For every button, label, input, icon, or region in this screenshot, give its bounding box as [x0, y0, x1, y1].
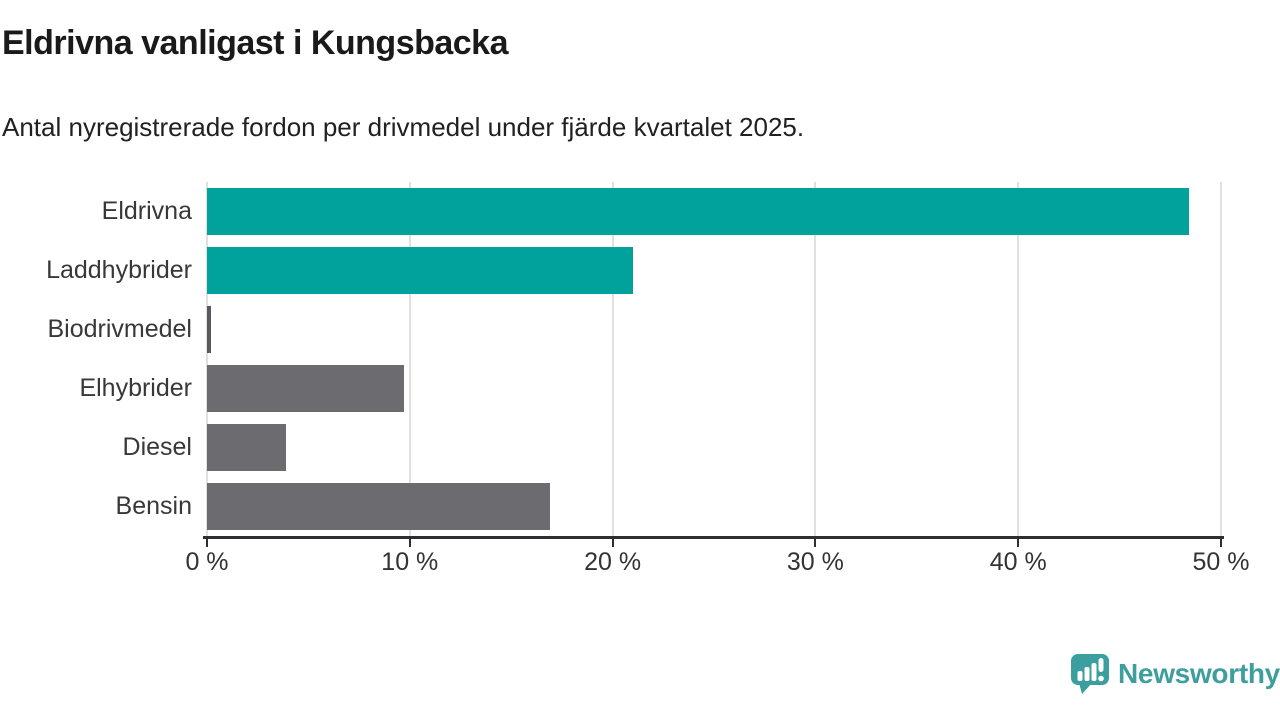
- x-axis-tick-label: 40 %: [989, 548, 1047, 576]
- chart-title: Eldrivna vanligast i Kungsbacka: [2, 24, 509, 62]
- x-axis-tick-label: 20 %: [584, 548, 642, 576]
- bar-elhybrider: [207, 365, 404, 412]
- gridline: [611, 182, 614, 536]
- x-axis-line: [203, 536, 1224, 539]
- category-label-diesel: Diesel: [122, 433, 192, 461]
- newsworthy-logo-icon: [1071, 654, 1109, 694]
- brand-footer: Newsworthy: [1070, 654, 1280, 694]
- gridline: [1017, 182, 1020, 536]
- x-axis-tick: [814, 539, 817, 547]
- x-axis-tick: [1017, 539, 1020, 547]
- plot-area: [206, 182, 1222, 536]
- category-label-elhybrider: Elhybrider: [79, 374, 192, 402]
- x-axis-tick-label: 0 %: [185, 548, 229, 576]
- brand-name: Newsworthy: [1118, 658, 1280, 689]
- x-axis-tick-label: 30 %: [786, 548, 844, 576]
- gridline: [206, 182, 208, 536]
- bar-biodrivmedel: [207, 306, 212, 353]
- category-label-eldrivna: Eldrivna: [101, 197, 192, 225]
- x-axis-tick: [206, 539, 208, 547]
- bar-eldrivna: [207, 188, 1189, 235]
- gridline: [1220, 182, 1222, 536]
- gridline: [408, 182, 411, 536]
- x-axis-tick-label: 50 %: [1192, 548, 1250, 576]
- x-axis-tick: [1220, 539, 1222, 547]
- category-label-biodrivmedel: Biodrivmedel: [47, 315, 192, 343]
- bar-bensin: [207, 483, 550, 530]
- x-axis-tick: [611, 539, 614, 547]
- category-label-laddhybrider: Laddhybrider: [46, 256, 192, 284]
- gridline: [814, 182, 817, 536]
- x-axis-tick-label: 10 %: [381, 548, 439, 576]
- x-axis-tick: [408, 539, 411, 547]
- chart-subtitle: Antal nyregistrerade fordon per drivmede…: [2, 112, 805, 142]
- bar-laddhybrider: [207, 247, 633, 294]
- category-label-bensin: Bensin: [115, 492, 192, 520]
- bar-diesel: [207, 424, 287, 471]
